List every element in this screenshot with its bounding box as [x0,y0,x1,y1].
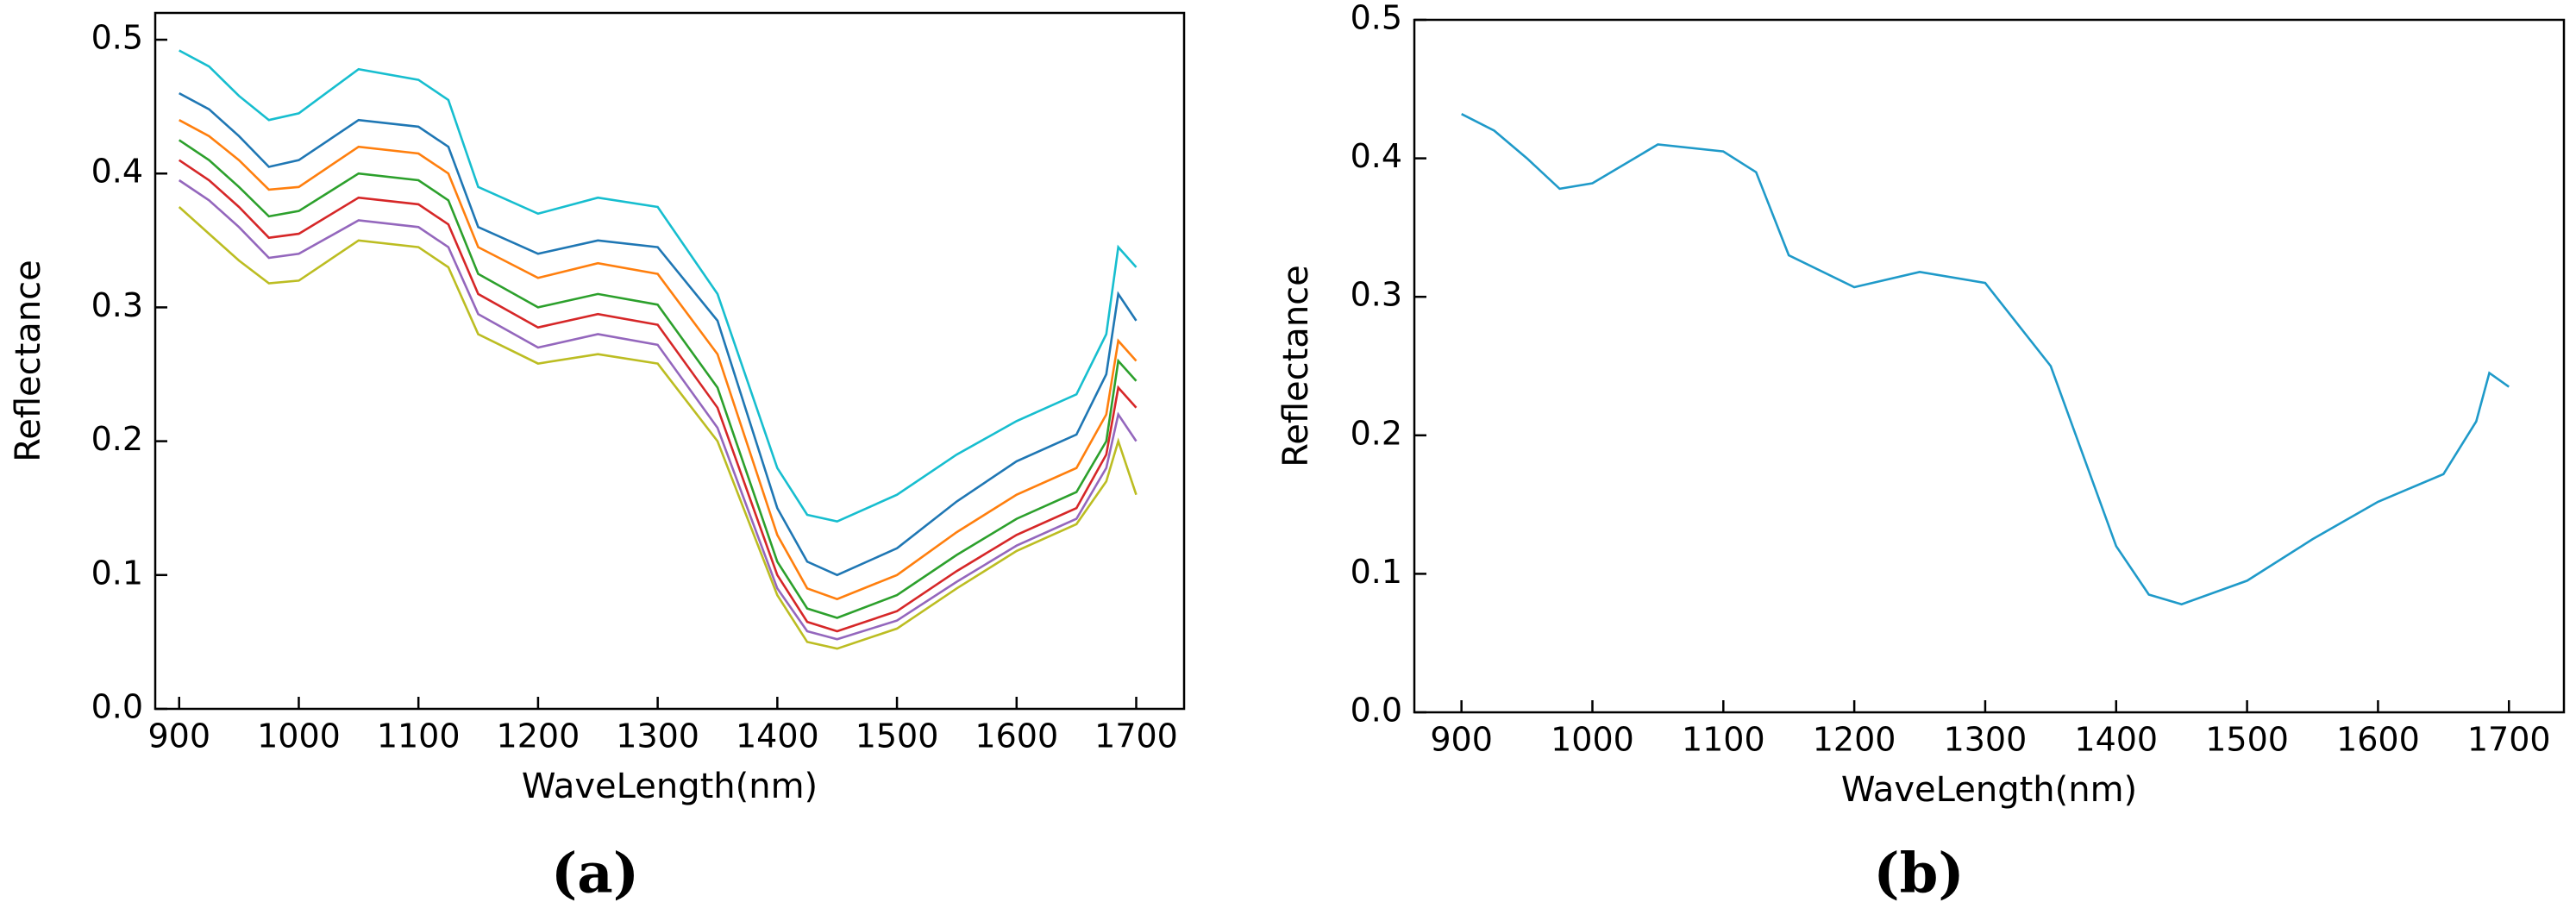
x-tick-label: 1300 [616,717,699,755]
y-axis-label: Reflectance [9,260,48,462]
x-tick-label: 1100 [377,717,461,755]
x-tick-label: 1000 [1551,721,1634,759]
y-tick-label: 0.1 [1351,553,1402,591]
x-tick-label: 900 [1430,721,1493,759]
x-tick-label: 1400 [2074,721,2158,759]
y-tick-label: 0.4 [1351,137,1402,175]
x-tick-label: 1100 [1682,721,1765,759]
x-tick-label: 1200 [497,717,580,755]
y-tick-label: 0.2 [91,420,143,458]
x-axis-label: WaveLength(nm) [1841,770,2137,810]
spectrum-line [179,119,1138,601]
spectrum-line [178,179,1138,641]
plot-frame [154,11,1186,711]
x-tick-label: 1500 [856,717,939,755]
panel-caption: (a) [551,842,639,906]
spectrum-line [179,49,1138,523]
x-tick-label: 1300 [1944,721,2028,759]
spectrum-line [179,91,1138,577]
y-tick-label: 0.3 [1351,276,1402,314]
y-tick-label: 0.0 [1351,692,1402,730]
x-tick-label: 1200 [1813,721,1896,759]
y-axis-label: Reflectance [1276,265,1316,467]
y-tick-label: 0.4 [91,153,143,191]
y-tick-label: 0.3 [91,286,143,324]
spectrum-line [1461,113,2510,606]
spectrum-line [178,139,1138,619]
spectrum-line [178,206,1138,650]
x-tick-label: 1600 [975,717,1058,755]
x-tick-label: 1000 [257,717,341,755]
x-tick-label: 1500 [2205,721,2289,759]
y-tick-label: 0.0 [91,688,143,726]
spectrum-line [178,159,1138,633]
x-tick-label: 900 [147,717,210,755]
y-tick-label: 0.5 [1351,0,1402,37]
x-axis-label: WaveLength(nm) [522,767,818,806]
x-tick-label: 1600 [2336,721,2420,759]
y-tick-label: 0.5 [91,19,143,57]
x-tick-label: 1400 [736,717,819,755]
y-tick-label: 0.2 [1351,414,1402,452]
x-tick-label: 1700 [2467,721,2551,759]
panel-caption: (b) [1873,842,1964,906]
x-tick-label: 1700 [1094,717,1178,755]
plot-frame [1413,18,2566,714]
y-tick-label: 0.1 [91,554,143,592]
